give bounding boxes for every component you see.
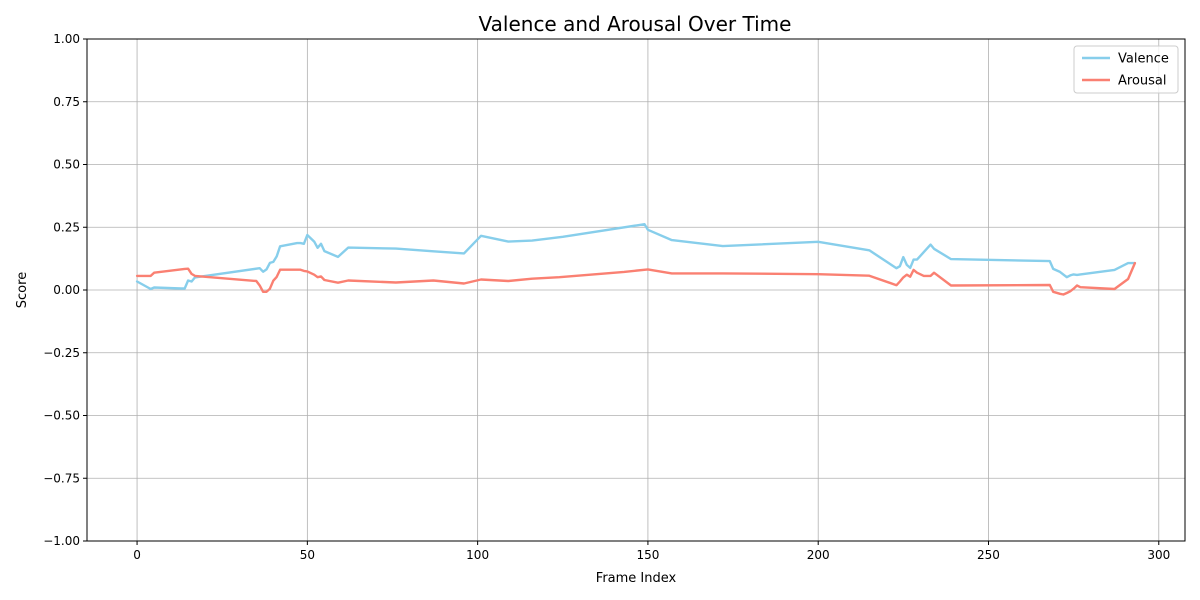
x-tick-label: 150 bbox=[636, 548, 659, 562]
x-tick-label: 300 bbox=[1147, 548, 1170, 562]
y-tick-label: 0.00 bbox=[53, 283, 80, 297]
x-tick-label: 200 bbox=[807, 548, 830, 562]
y-tick-label: 1.00 bbox=[53, 32, 80, 46]
ticks: 0 50 100 150 200 250 300 −1.00 −0.75 −0.50 −0.25 0.… bbox=[43, 32, 1170, 562]
x-tick-label: 0 bbox=[133, 548, 141, 562]
series-layer bbox=[135, 222, 1137, 296]
x-tick-label: 100 bbox=[466, 548, 489, 562]
y-tick-label: 0.50 bbox=[53, 158, 80, 172]
valence-series-line bbox=[135, 222, 1137, 291]
chart-title: Valence and Arousal Over Time bbox=[479, 12, 792, 36]
y-tick-label: −0.75 bbox=[43, 471, 80, 485]
legend: Valence Arousal bbox=[1073, 45, 1179, 94]
y-tick-label: −0.25 bbox=[43, 346, 80, 360]
y-tick-label: −0.50 bbox=[43, 409, 80, 423]
y-tick-label: −1.00 bbox=[43, 534, 80, 548]
valence-legend-label: Valence bbox=[1118, 52, 1169, 67]
x-tick-label: 250 bbox=[977, 548, 1000, 562]
y-tick-label: 0.25 bbox=[53, 220, 80, 234]
y-axis-label: Score bbox=[15, 272, 30, 308]
x-axis-label: Frame Index bbox=[596, 571, 677, 586]
y-tick-label: 0.75 bbox=[53, 95, 80, 109]
arousal-legend-label: Arousal bbox=[1118, 74, 1167, 89]
x-tick-label: 50 bbox=[300, 548, 315, 562]
arousal-series-line bbox=[135, 261, 1137, 296]
